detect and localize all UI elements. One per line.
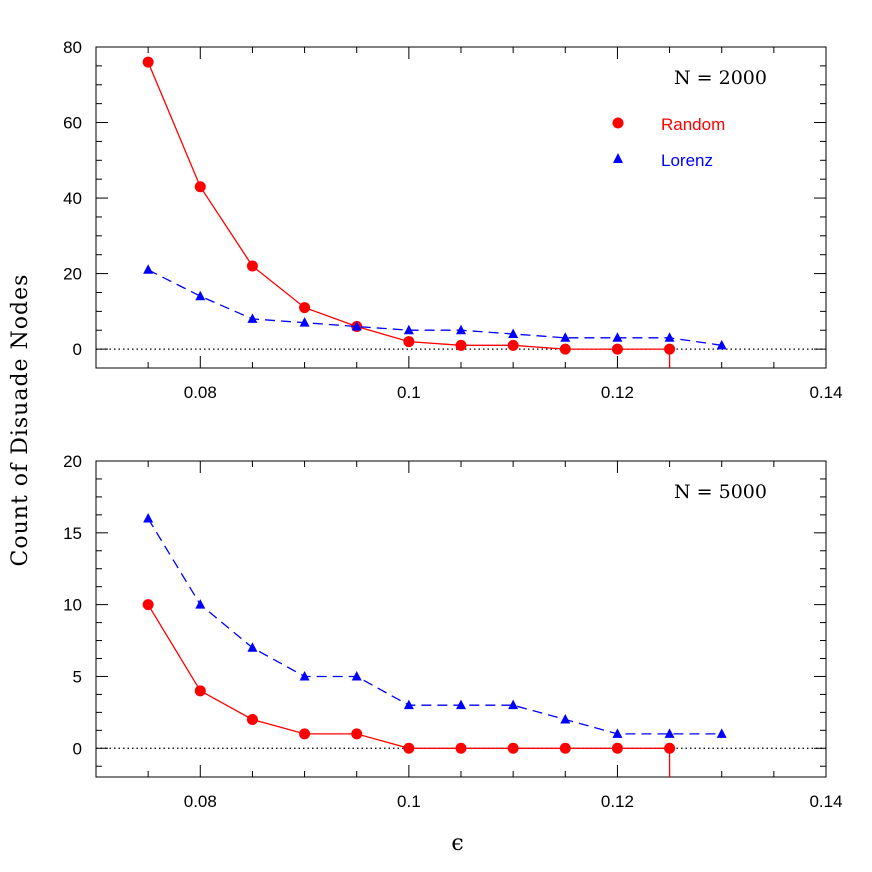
series-line-random bbox=[147, 61, 670, 350]
data-point-random bbox=[246, 714, 258, 726]
x-tick-label: 0.08 bbox=[184, 383, 217, 402]
data-point-lorenz bbox=[351, 320, 362, 331]
data-point-random bbox=[559, 742, 571, 754]
legend-marker-lorenz bbox=[613, 153, 623, 163]
data-point-random bbox=[507, 339, 519, 351]
data-point-lorenz bbox=[247, 313, 258, 323]
data-point-random bbox=[142, 56, 154, 68]
data-point-random bbox=[194, 181, 206, 193]
data-point-lorenz bbox=[664, 728, 675, 738]
y-tick-label: 20 bbox=[63, 452, 82, 471]
data-point-lorenz bbox=[143, 512, 154, 523]
plot-frame bbox=[95, 460, 827, 778]
x-tick-label: 0.12 bbox=[601, 383, 634, 402]
data-point-random bbox=[142, 599, 154, 611]
data-point-random bbox=[299, 728, 311, 740]
y-tick-label: 15 bbox=[63, 524, 82, 543]
x-tick-label: 0.14 bbox=[809, 383, 842, 402]
y-tick-label: 60 bbox=[63, 114, 82, 133]
data-point-lorenz bbox=[403, 699, 414, 710]
y-tick-label: 5 bbox=[73, 667, 82, 686]
series-line-lorenz bbox=[147, 269, 722, 346]
data-point-random bbox=[664, 343, 676, 355]
panel-label: N = 5000 bbox=[674, 481, 767, 503]
data-point-lorenz bbox=[299, 670, 310, 681]
data-point-lorenz bbox=[351, 670, 362, 681]
data-point-random bbox=[559, 343, 571, 355]
data-point-random bbox=[194, 685, 206, 697]
data-point-lorenz bbox=[716, 728, 727, 738]
data-point-lorenz bbox=[456, 699, 466, 710]
data-point-lorenz bbox=[612, 728, 623, 738]
data-point-lorenz bbox=[612, 332, 623, 342]
data-point-random bbox=[403, 336, 415, 348]
legend-marker-random bbox=[612, 117, 624, 129]
data-point-random bbox=[611, 742, 623, 754]
data-point-lorenz bbox=[716, 339, 727, 350]
y-tick-label: 0 bbox=[73, 739, 82, 758]
series-line-lorenz bbox=[147, 518, 722, 735]
data-point-random bbox=[507, 742, 519, 754]
data-point-lorenz bbox=[508, 328, 519, 339]
x-axis-title: ϵ bbox=[451, 831, 464, 856]
data-point-lorenz bbox=[299, 317, 310, 327]
x-tick-label: 0.14 bbox=[809, 792, 842, 811]
y-tick-label: 0 bbox=[73, 340, 82, 359]
data-point-random bbox=[611, 343, 623, 355]
data-point-random bbox=[351, 728, 363, 740]
panel-label: N = 2000 bbox=[674, 67, 767, 89]
data-point-random bbox=[455, 742, 467, 754]
y-tick-label: 10 bbox=[63, 596, 82, 615]
data-point-random bbox=[403, 742, 415, 754]
chart-panel-2: 0.08 0.1 0.12 0.14 0 5 10 15 20 N = 5000 bbox=[63, 452, 842, 811]
y-axis-title: Count of Disuade Nodes bbox=[8, 274, 33, 567]
chart-panel-1: 0.08 0.1 0.12 0.14 0 20 40 60 80 N = 2000 Random Lo… bbox=[63, 38, 842, 402]
legend-label-lorenz: Lorenz bbox=[661, 151, 713, 170]
y-tick-label: 40 bbox=[63, 189, 82, 208]
data-point-lorenz bbox=[403, 324, 414, 335]
data-point-lorenz bbox=[195, 599, 206, 609]
x-tick-label: 0.1 bbox=[397, 383, 421, 402]
data-point-random bbox=[664, 742, 676, 754]
x-tick-label: 0.1 bbox=[397, 792, 421, 811]
data-point-lorenz bbox=[456, 324, 466, 335]
data-point-lorenz bbox=[664, 332, 675, 342]
y-tick-label: 20 bbox=[63, 265, 82, 284]
data-point-lorenz bbox=[560, 332, 571, 342]
data-point-random bbox=[299, 302, 311, 314]
x-tick-label: 0.08 bbox=[184, 792, 217, 811]
legend-label-random: Random bbox=[661, 115, 725, 134]
data-point-random bbox=[455, 339, 467, 351]
data-point-lorenz bbox=[247, 642, 258, 652]
plot-frame bbox=[95, 46, 827, 369]
data-point-random bbox=[246, 260, 258, 272]
y-tick-label: 80 bbox=[63, 38, 82, 57]
data-point-lorenz bbox=[508, 699, 519, 710]
x-tick-label: 0.12 bbox=[601, 792, 634, 811]
chart-legend: Random Lorenz bbox=[612, 115, 725, 170]
data-point-lorenz bbox=[143, 264, 154, 274]
data-point-lorenz bbox=[560, 714, 571, 724]
data-point-lorenz bbox=[195, 290, 206, 301]
